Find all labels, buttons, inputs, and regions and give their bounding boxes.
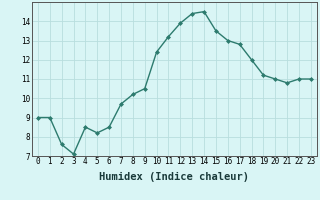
X-axis label: Humidex (Indice chaleur): Humidex (Indice chaleur) xyxy=(100,172,249,182)
